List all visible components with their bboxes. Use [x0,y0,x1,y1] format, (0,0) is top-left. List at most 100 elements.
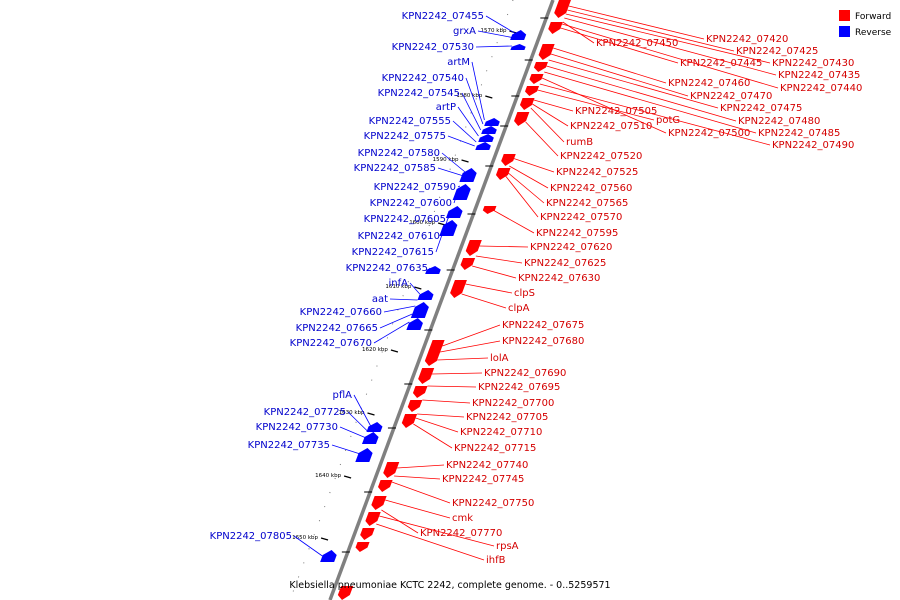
reverse-gene-label[interactable]: KPN2242_07635 [346,263,428,274]
reverse-gene-label[interactable]: KPN2242_07585 [354,163,436,174]
forward-gene-label[interactable]: rumB [566,137,593,148]
reverse-gene[interactable] [481,126,497,134]
forward-gene-label[interactable]: KPN2242_07480 [738,116,820,127]
reverse-gene-label[interactable]: artM [447,57,470,68]
forward-gene-label[interactable]: KPN2242_07695 [478,382,560,393]
forward-gene[interactable] [538,44,555,60]
forward-gene-label[interactable]: KPN2242_07770 [420,528,502,539]
forward-gene-label[interactable]: KPN2242_07485 [758,128,840,139]
forward-gene[interactable] [371,496,387,510]
forward-gene-label[interactable]: KPN2242_07500 [668,128,750,139]
reverse-gene[interactable] [410,302,429,318]
reverse-gene-label[interactable]: pflA [333,390,353,401]
forward-gene-label[interactable]: KPN2242_07450 [596,38,678,49]
forward-gene-label[interactable]: KPN2242_07425 [736,46,818,57]
forward-gene-label[interactable]: KPN2242_07680 [502,336,584,347]
reverse-gene-label[interactable]: KPN2242_07730 [256,422,338,433]
reverse-gene[interactable] [361,432,379,444]
reverse-gene[interactable] [484,118,500,126]
forward-gene-label[interactable]: KPN2242_07520 [560,151,642,162]
forward-gene-label[interactable]: rpsA [496,541,519,552]
reverse-gene[interactable] [475,142,491,150]
forward-gene-label[interactable]: KPN2242_07710 [460,427,542,438]
forward-gene-label[interactable]: KPN2242_07430 [772,58,854,69]
forward-gene[interactable] [450,280,467,298]
reverse-gene-label[interactable]: KPN2242_07735 [248,440,330,451]
forward-gene[interactable] [482,206,497,214]
reverse-gene-label[interactable]: KPN2242_07605 [364,214,446,225]
reverse-gene[interactable] [439,220,458,236]
reverse-gene-label[interactable]: KPN2242_07805 [210,531,292,542]
reverse-gene[interactable] [452,184,471,200]
forward-gene-label[interactable]: cmk [452,513,473,524]
forward-gene-label[interactable]: KPN2242_07745 [442,474,524,485]
forward-gene[interactable] [418,368,435,384]
forward-gene-label[interactable]: KPN2242_07505 [575,106,657,117]
forward-gene-label[interactable]: KPN2242_07705 [466,412,548,423]
reverse-gene-label[interactable]: aat [372,294,388,305]
forward-gene[interactable] [337,586,354,600]
reverse-gene-label[interactable]: KPN2242_07660 [300,307,382,318]
forward-gene-label[interactable]: KPN2242_07675 [502,320,584,331]
reverse-gene[interactable] [355,448,373,462]
reverse-gene-label[interactable]: KPN2242_07665 [296,323,378,334]
forward-gene[interactable] [465,240,482,256]
forward-gene[interactable] [495,168,511,180]
reverse-gene[interactable] [417,290,434,300]
forward-gene-label[interactable]: KPN2242_07440 [780,83,862,94]
forward-gene[interactable] [360,528,375,540]
reverse-gene-label[interactable]: KPN2242_07590 [374,182,456,193]
forward-gene-label[interactable]: KPN2242_07620 [530,242,612,253]
forward-gene-label[interactable]: KPN2242_07625 [524,258,606,269]
forward-gene[interactable] [377,480,393,492]
forward-gene[interactable] [533,62,548,72]
reverse-gene-label[interactable]: artP [436,102,456,113]
reverse-gene-label[interactable]: infA [389,278,409,289]
reverse-gene-label[interactable]: KPN2242_07530 [392,42,474,53]
forward-gene-label[interactable]: KPN2242_07475 [720,103,802,114]
forward-gene[interactable] [412,386,428,398]
forward-gene[interactable] [501,154,516,166]
reverse-gene-label[interactable]: grxA [453,26,476,37]
forward-gene[interactable] [529,74,544,84]
forward-gene[interactable] [383,462,400,478]
reverse-gene-label[interactable]: KPN2242_07555 [369,116,451,127]
forward-gene[interactable] [514,112,530,126]
reverse-gene[interactable] [459,168,477,182]
reverse-gene[interactable] [406,318,423,330]
forward-gene[interactable] [424,340,445,366]
forward-gene-label[interactable]: KPN2242_07595 [536,228,618,239]
reverse-gene-label[interactable]: KPN2242_07670 [290,338,372,349]
forward-gene-label[interactable]: potG [656,115,680,126]
forward-gene-label[interactable]: KPN2242_07740 [446,460,528,471]
forward-gene-label[interactable]: KPN2242_07490 [772,140,854,151]
forward-gene[interactable] [407,400,423,412]
forward-gene-label[interactable]: lolA [490,353,509,364]
reverse-gene[interactable] [510,44,526,50]
forward-gene-label[interactable]: KPN2242_07460 [668,78,750,89]
forward-gene-label[interactable]: KPN2242_07525 [556,167,638,178]
forward-gene[interactable] [554,0,573,18]
forward-gene-label[interactable]: KPN2242_07630 [518,273,600,284]
reverse-gene[interactable] [320,550,337,562]
forward-gene-label[interactable]: KPN2242_07510 [570,121,652,132]
forward-gene[interactable] [365,512,381,526]
forward-gene[interactable] [401,414,418,428]
forward-gene-label[interactable]: ihfB [486,555,506,566]
reverse-gene-label[interactable]: KPN2242_07575 [364,131,446,142]
reverse-gene-label[interactable]: KPN2242_07615 [352,247,434,258]
forward-gene-label[interactable]: clpS [514,288,535,299]
reverse-gene-label[interactable]: KPN2242_07545 [378,88,460,99]
forward-gene-label[interactable]: KPN2242_07420 [706,34,788,45]
forward-gene-label[interactable]: KPN2242_07700 [472,398,554,409]
forward-gene[interactable] [460,258,476,270]
forward-gene-label[interactable]: KPN2242_07470 [690,91,772,102]
reverse-gene[interactable] [425,266,441,274]
forward-gene-label[interactable]: KPN2242_07715 [454,443,536,454]
reverse-gene-label[interactable]: KPN2242_07610 [358,231,440,242]
reverse-gene[interactable] [445,206,463,218]
reverse-gene-label[interactable]: KPN2242_07725 [264,407,346,418]
forward-gene-label[interactable]: KPN2242_07565 [546,198,628,209]
reverse-gene-label[interactable]: KPN2242_07580 [358,148,440,159]
reverse-gene-label[interactable]: KPN2242_07600 [370,198,452,209]
